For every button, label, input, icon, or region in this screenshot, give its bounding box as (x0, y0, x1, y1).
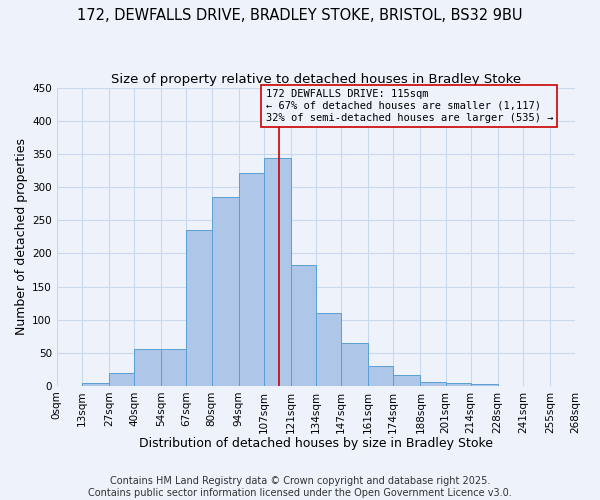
Bar (134, 350, 161, 386)
Text: 172 DEWFALLS DRIVE: 115sqm
← 67% of detached houses are smaller (1,117)
32% of s: 172 DEWFALLS DRIVE: 115sqm ← 67% of deta… (266, 90, 553, 122)
Bar (368, 366, 394, 386)
Bar (394, 374, 421, 386)
Y-axis label: Number of detached properties: Number of detached properties (15, 138, 28, 336)
Bar (316, 313, 341, 386)
Bar (421, 382, 446, 386)
Bar (161, 350, 187, 386)
Bar (291, 264, 316, 386)
Title: Size of property relative to detached houses in Bradley Stoke: Size of property relative to detached ho… (111, 72, 521, 86)
Bar (470, 384, 498, 386)
Bar (82, 382, 109, 386)
X-axis label: Distribution of detached houses by size in Bradley Stoke: Distribution of detached houses by size … (139, 437, 493, 450)
Bar (264, 158, 291, 386)
Bar (239, 173, 264, 386)
Bar (109, 372, 134, 386)
Bar (187, 230, 212, 386)
Text: Contains HM Land Registry data © Crown copyright and database right 2025.
Contai: Contains HM Land Registry data © Crown c… (88, 476, 512, 498)
Bar (341, 344, 368, 386)
Text: 172, DEWFALLS DRIVE, BRADLEY STOKE, BRISTOL, BS32 9BU: 172, DEWFALLS DRIVE, BRADLEY STOKE, BRIS… (77, 8, 523, 22)
Bar (446, 382, 470, 386)
Bar (212, 197, 239, 386)
